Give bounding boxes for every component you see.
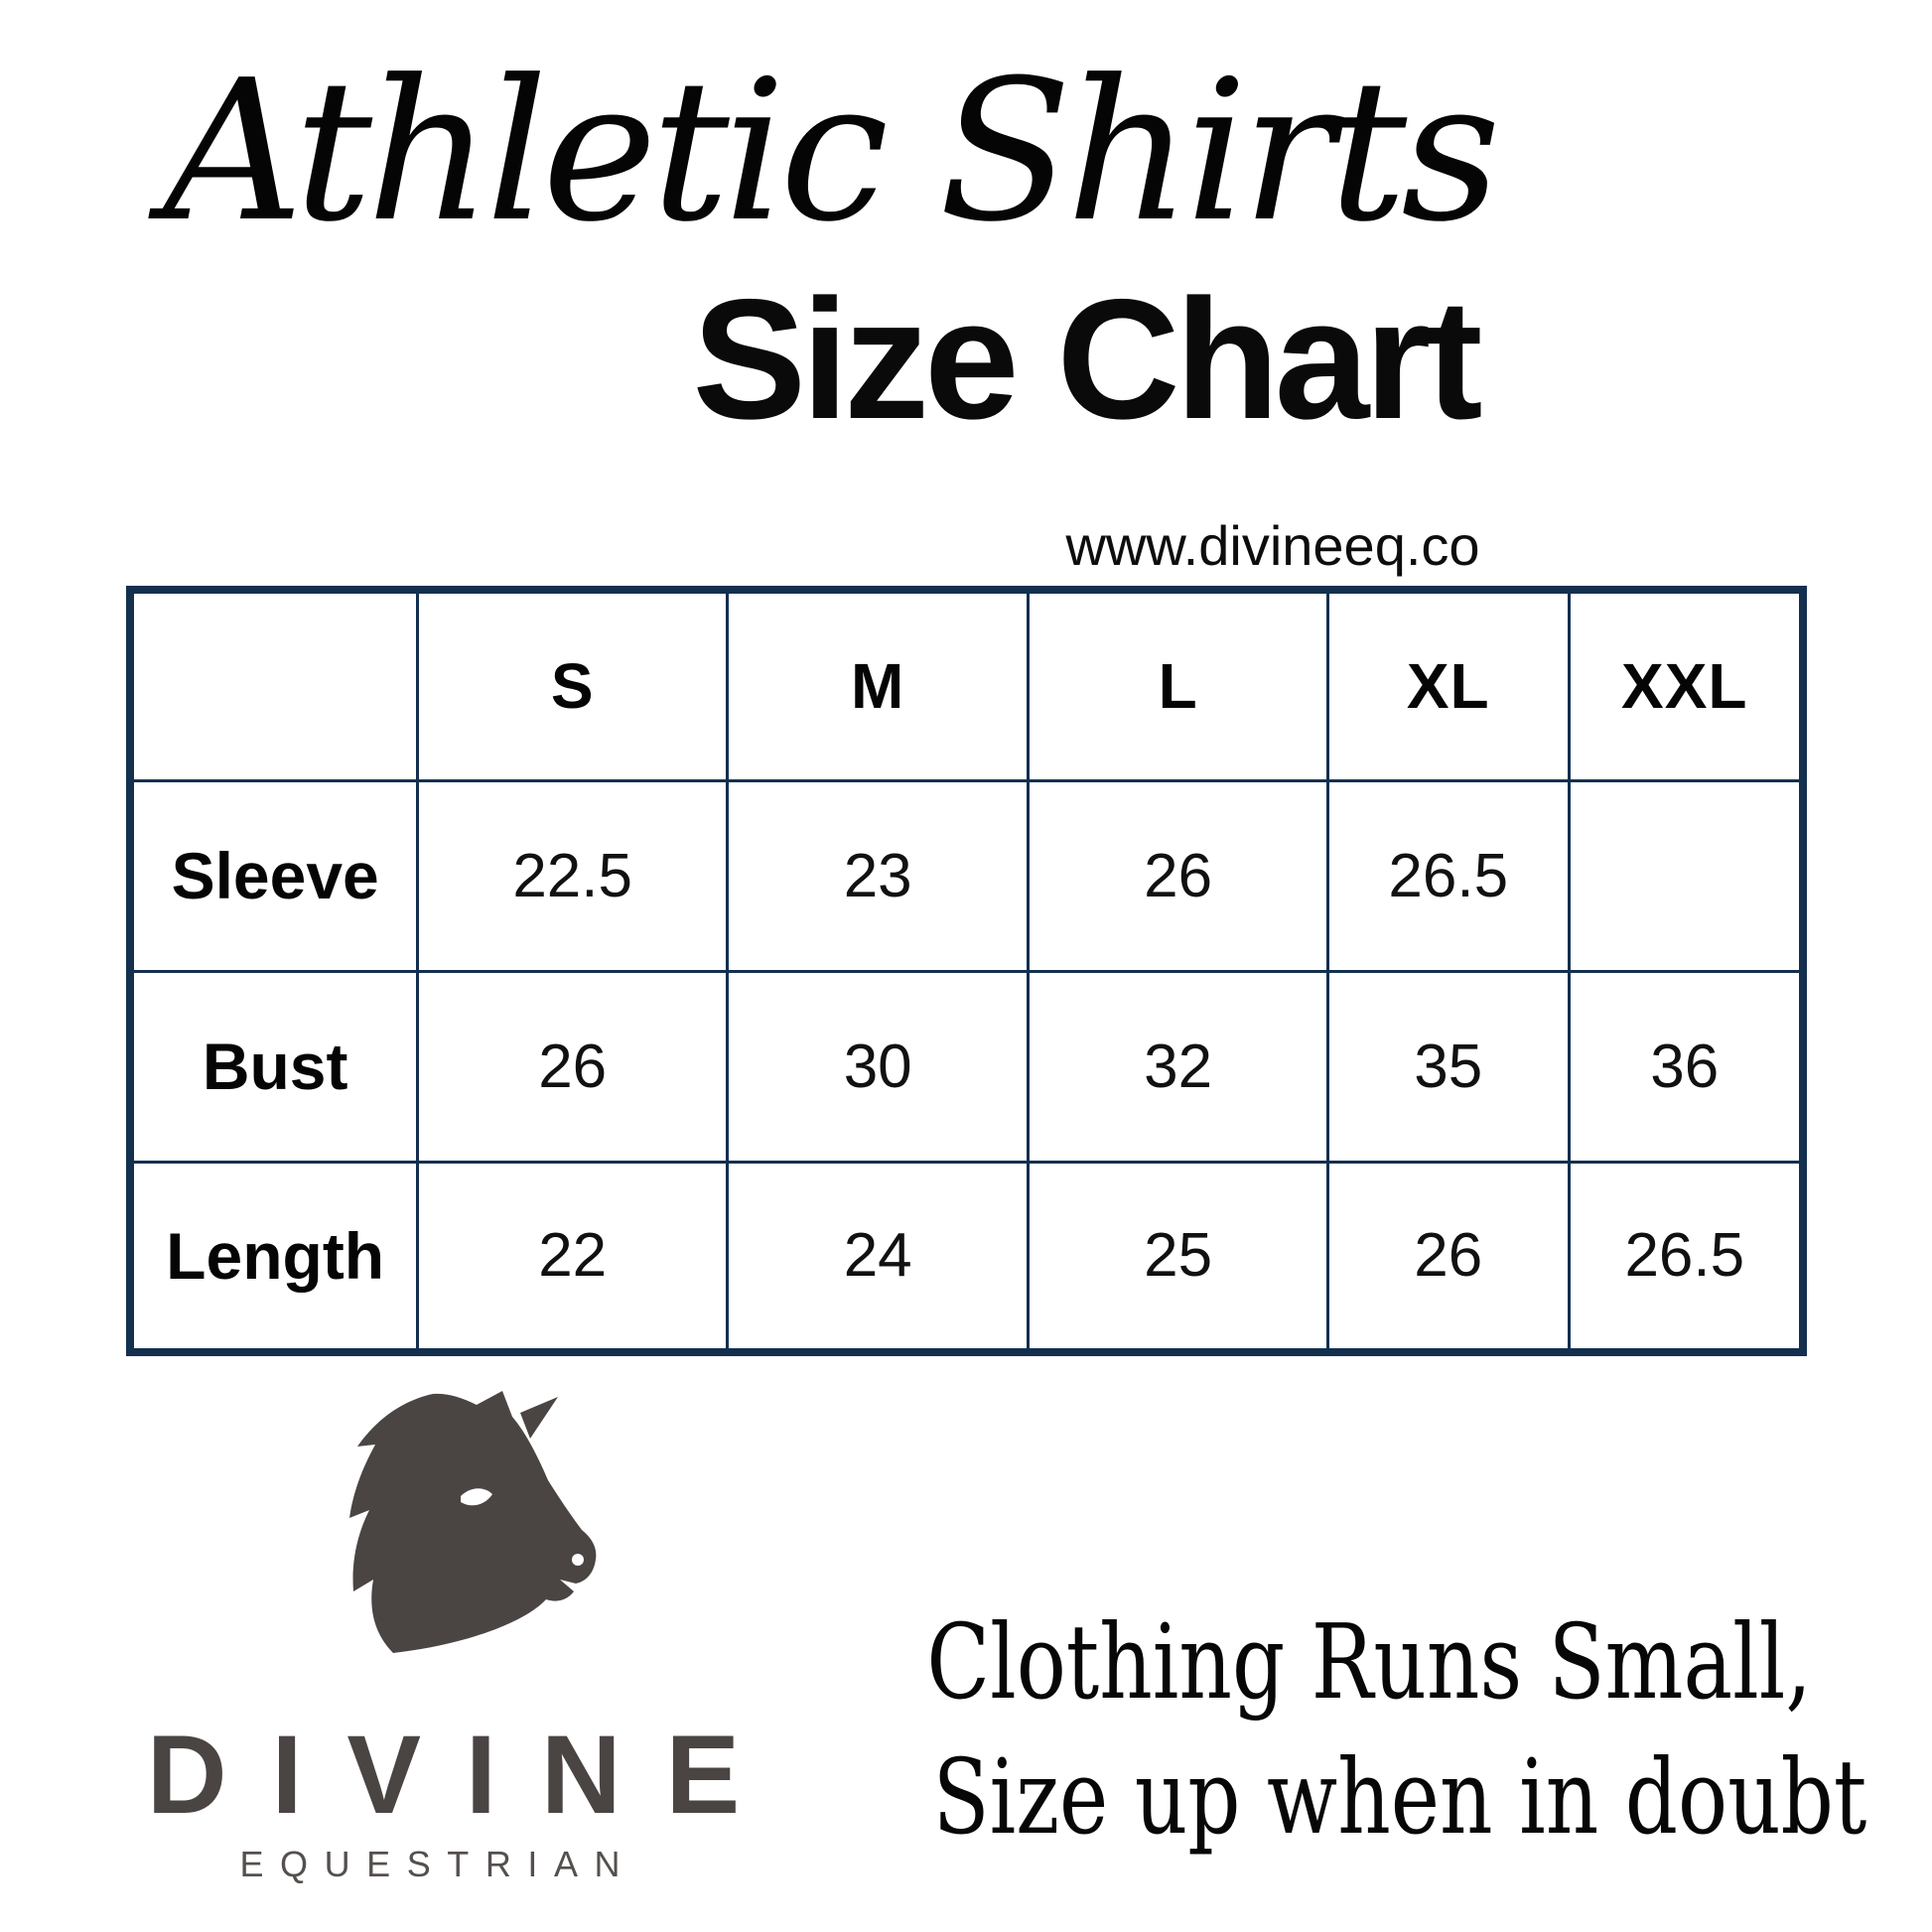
table-header-row: S M L XL XXL	[128, 588, 1805, 782]
cell-sleeve-xxl	[1567, 778, 1805, 973]
brand-subtitle: EQUESTRIAN	[239, 1844, 637, 1884]
cell-length-l: 25	[1027, 1160, 1329, 1354]
cell-bust-m: 30	[726, 969, 1031, 1164]
cell-sleeve-s: 22.5	[416, 778, 730, 973]
cell-bust-xl: 35	[1325, 969, 1571, 1164]
page-title: Size Chart	[692, 264, 1482, 455]
cell-bust-s: 26	[416, 969, 730, 1164]
cell-length-m: 24	[726, 1160, 1031, 1354]
cell-length-s: 22	[416, 1160, 730, 1354]
column-header-xl: XL	[1325, 588, 1571, 782]
brand-name: DIVINE	[146, 1713, 785, 1837]
fit-note-line2: Size up when in doubt	[932, 1736, 1867, 1858]
size-chart-table: S M L XL XXL Sleeve 22.5 23 26 26.5 Bust…	[126, 586, 1807, 1356]
column-header-m: M	[726, 588, 1031, 782]
table-row-length: Length 22 24 25 26 26.5	[128, 1160, 1805, 1354]
table-row-sleeve: Sleeve 22.5 23 26 26.5	[128, 778, 1805, 973]
row-label-sleeve: Sleeve	[128, 778, 420, 973]
website-url: www.divineeq.co	[1065, 514, 1480, 577]
fit-note: Clothing Runs Small, Size up when in dou…	[816, 1594, 1868, 1864]
script-title: Athletic Shirts	[163, 39, 1501, 265]
fit-note-line1: Clothing Runs Small,	[926, 1601, 1812, 1723]
cell-sleeve-m: 23	[726, 778, 1031, 973]
column-header-l: L	[1027, 588, 1329, 782]
horse-head-icon	[349, 1391, 597, 1653]
cell-sleeve-l: 26	[1027, 778, 1329, 973]
row-label-bust: Bust	[128, 969, 420, 1164]
cell-bust-xxl: 36	[1567, 969, 1805, 1164]
cell-length-xxl: 26.5	[1567, 1160, 1805, 1354]
cell-length-xl: 26	[1325, 1160, 1571, 1354]
column-header-s: S	[416, 588, 730, 782]
row-label-length: Length	[128, 1160, 420, 1354]
column-header-xxl: XXL	[1567, 588, 1805, 782]
corner-cell	[128, 588, 420, 782]
table-row-bust: Bust 26 30 32 35 36	[128, 969, 1805, 1164]
cell-bust-l: 32	[1027, 969, 1329, 1164]
cell-sleeve-xl: 26.5	[1325, 778, 1571, 973]
